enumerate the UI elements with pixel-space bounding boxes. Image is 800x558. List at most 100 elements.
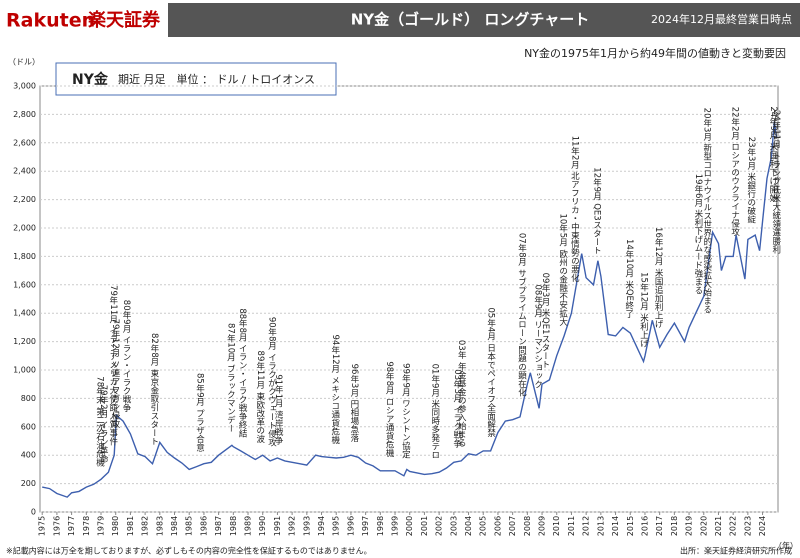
annotation: 12年9月 QE3スタート (591, 167, 601, 254)
x-tick-label: 1990 (258, 516, 267, 536)
x-tick-label: 2011 (567, 516, 576, 536)
annotation: 99年9月 ワシントン協定 (400, 363, 410, 459)
annotation: 79年2月 イラン革命 (98, 385, 108, 464)
annotation: 20年3月 新型コロナウイルス世界的な感染拡大始まる (702, 108, 712, 314)
annotation: 08年9月 リーマンショック (533, 284, 543, 388)
x-tick-label: 2018 (670, 516, 679, 536)
source: 出所：楽天証券経済研究所作成 (680, 546, 792, 556)
annotation: 01年9月 米同時多発テロ (430, 364, 440, 459)
legend-text: 期近 月足 単位 ： ドル / トロイオンス (118, 72, 315, 86)
x-tick-label: 1994 (317, 516, 326, 536)
x-tick-label: 2021 (714, 516, 723, 536)
x-tick-label: 2024 (758, 516, 767, 536)
annotation: 14年10月 米QE終了 (624, 239, 634, 318)
x-tick-label: 2002 (435, 516, 444, 536)
y-tick-label: 1,800 (13, 252, 36, 261)
y-tick-label: 1,200 (13, 337, 36, 346)
date: 2024年12月最終営業日時点 (651, 12, 792, 26)
x-tick-label: 1993 (302, 516, 311, 536)
annotation: 07年8月 サブプライムローン問題の顕在化 (516, 233, 526, 397)
x-tick-label: 1997 (361, 516, 370, 536)
x-tick-label: 2013 (596, 516, 605, 536)
header-bar (168, 3, 800, 37)
annotation: 24年9月 米国利下げ開始 (768, 106, 778, 202)
y-tick-label: 2,600 (13, 138, 36, 147)
annotation: 98年8月 ロシア通貨危機 (384, 361, 394, 457)
annotation: 82年8月 東京金取引スタート (149, 333, 159, 445)
x-tick-label: 1996 (346, 516, 355, 536)
annotation: 16年12月 米国追加利上げ (653, 227, 663, 328)
annotation: 91年1月 湾岸戦争 (273, 374, 283, 445)
y-tick-label: 200 (21, 479, 36, 488)
x-tick-label: 1998 (376, 516, 385, 536)
x-axis-label: （年） (774, 541, 798, 551)
y-tick-label: 1,000 (13, 366, 36, 375)
x-tick-label: 1980 (111, 516, 120, 536)
y-tick-label: 2,800 (13, 110, 36, 119)
x-tick-label: 1978 (82, 516, 91, 536)
y-tick-label: 2,000 (13, 224, 36, 233)
annotation: 03年 年金基金の参入始まる (456, 340, 466, 447)
annotation: 11年2月 北アフリカ・中東情勢の悪化 (569, 136, 579, 283)
x-tick-label: 2022 (729, 516, 738, 536)
x-tick-label: 2020 (699, 516, 708, 536)
annotation: 78年末 第二次石油危機 (95, 376, 105, 467)
x-tick-label: 1982 (141, 516, 150, 536)
x-tick-label: 1977 (67, 516, 76, 536)
x-tick-label: 2007 (508, 516, 517, 536)
x-tick-label: 1976 (52, 516, 61, 536)
annotation: 88年8月 イラン・イラク戦争終結 (237, 308, 247, 438)
subtitle: NY金の1975年1月から約49年間の値動きと変動要因 (524, 46, 786, 60)
y-tick-label: 400 (21, 451, 36, 460)
legend-title: NY金 (72, 71, 109, 88)
x-tick-label: 1989 (244, 516, 253, 536)
annotation: 10年5月 欧州の金融不安拡大 (558, 213, 568, 326)
annotation: 22年2月 ロシアのウクライナ侵攻 (730, 107, 740, 237)
x-tick-label: 2012 (582, 516, 591, 536)
logo: Rakuten (6, 10, 95, 32)
annotation: 19年6月 米利下げムード強まる (693, 174, 703, 295)
x-tick-label: 1988 (229, 516, 238, 536)
y-tick-label: 2,400 (13, 167, 36, 176)
x-tick-label: 2005 (479, 516, 488, 536)
annotation: 80年9月 イラン・イラク戦争 (121, 300, 131, 413)
x-tick-label: 1979 (97, 516, 106, 536)
footnote: ※記載内容には万全を期しておりますが、必ずしもその内容の完全性を保証するものでは… (6, 546, 372, 556)
chart-title: NY金（ゴールド） ロングチャート (351, 11, 590, 29)
annotation: 79年12月 ソ連アフガン侵攻 (110, 319, 120, 429)
annotation: 05年4月 日本でペイオフ全面解禁 (486, 308, 496, 437)
annotation: 23年3月 米銀行の破綻 (746, 137, 756, 225)
x-tick-label: 1981 (126, 516, 135, 536)
x-tick-label: 2014 (611, 516, 620, 536)
x-tick-label: 2009 (538, 516, 547, 536)
annotation: 94年12月 メキシコ通貨危機 (330, 335, 340, 445)
y-tick-label: 3,000 (13, 82, 36, 91)
y-tick-label: 1,600 (13, 280, 36, 289)
annotation: 85年9月 プラザ合意 (195, 373, 205, 451)
x-tick-label: 1992 (288, 516, 297, 536)
x-tick-label: 2004 (464, 516, 473, 536)
x-tick-label: 1999 (391, 516, 400, 536)
y-axis-label: （ドル） (8, 58, 40, 67)
x-tick-label: 2008 (523, 516, 532, 536)
x-tick-label: 2006 (493, 516, 502, 536)
x-tick-label: 1986 (199, 516, 208, 536)
legend (55, 62, 337, 96)
x-tick-label: 2016 (640, 516, 649, 536)
annotation: 03年3月 イラク戦争 (452, 369, 462, 448)
x-tick-label: 2010 (552, 516, 561, 536)
annotation: 87年10月 ブラックマンデー (225, 323, 235, 432)
x-tick-label: 1991 (273, 516, 282, 536)
annotation: 09年3月 米QE1スタート (540, 273, 550, 369)
x-tick-label: 2000 (405, 516, 414, 536)
x-tick-label: 1984 (170, 516, 179, 536)
x-tick-label: 1985 (185, 516, 194, 536)
x-tick-label: 1975 (38, 516, 47, 536)
y-tick-label: 2,200 (13, 195, 36, 204)
annotation: 79年11月 イランアメリカ大使館人質事件 (108, 285, 118, 446)
y-tick-label: 600 (21, 422, 36, 431)
annotation: 96年3月 円相場急落 (349, 364, 359, 443)
annotation: 90年8月 イラクがクウェート侵攻 (267, 317, 277, 447)
x-tick-label: 2015 (626, 516, 635, 536)
